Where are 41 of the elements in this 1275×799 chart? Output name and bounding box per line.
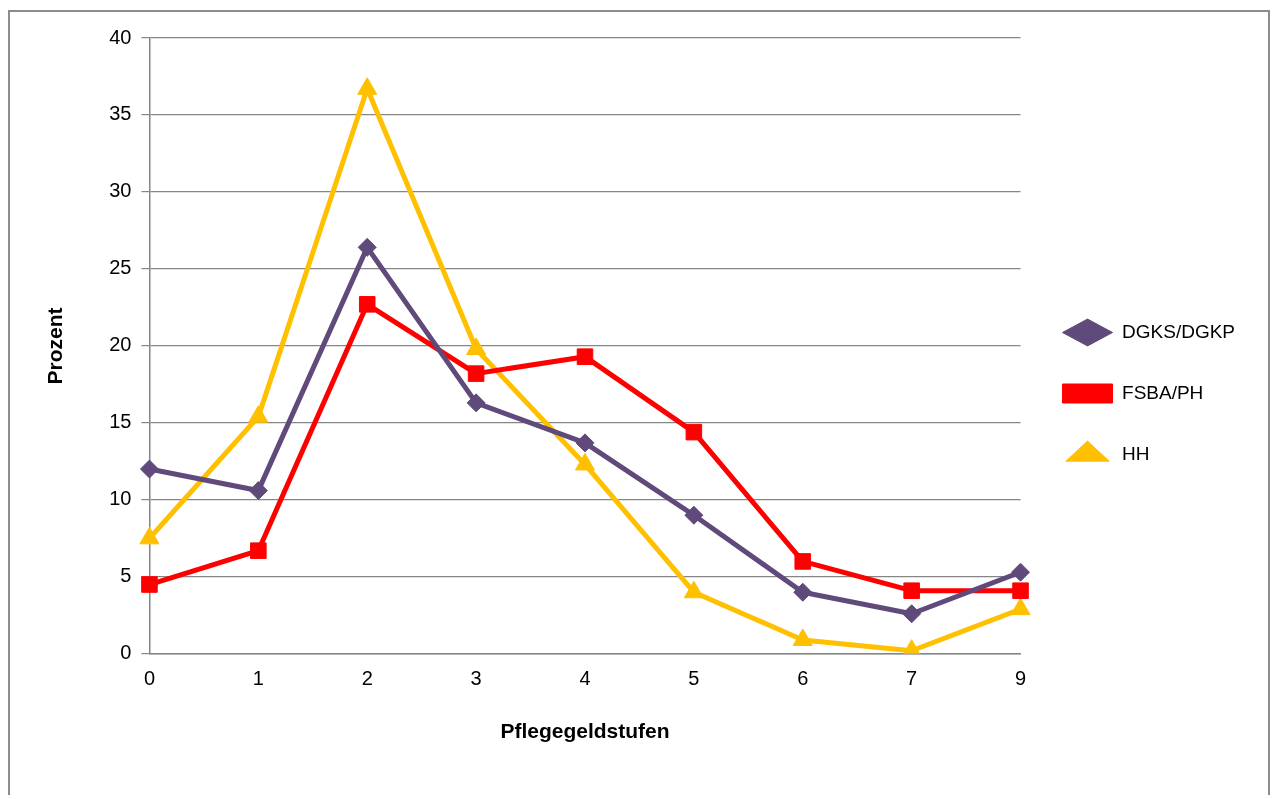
legend-label: FSBA/PH [1122, 381, 1204, 403]
point [685, 423, 703, 441]
point [248, 481, 268, 501]
point [684, 505, 704, 525]
legend-label: HH [1122, 442, 1150, 464]
point [1011, 562, 1031, 582]
y-tick-label: 35 [109, 102, 132, 125]
legend-label: DGKS/DGKP [1122, 320, 1236, 342]
x-tick-label: 7 [906, 667, 918, 690]
y-axis-title: Prozent [43, 307, 67, 385]
point [467, 365, 485, 382]
x-tick-label: 6 [797, 667, 809, 690]
point [466, 393, 486, 413]
x-tick-label: 0 [143, 667, 156, 690]
point [793, 582, 813, 602]
point [902, 604, 922, 624]
x-tick-label: 1 [252, 667, 264, 690]
point [794, 553, 812, 570]
y-tick-label: 20 [109, 333, 132, 356]
y-tick-label: 5 [120, 564, 132, 587]
point [903, 582, 920, 599]
y-tick-label: 15 [109, 410, 132, 433]
y-tick-label: 30 [109, 179, 132, 202]
x-tick-label: 5 [688, 667, 700, 690]
point [1012, 582, 1029, 599]
point [357, 237, 377, 257]
point [358, 296, 376, 313]
point [250, 542, 267, 559]
y-tick-label: 25 [109, 256, 132, 279]
point [141, 576, 158, 593]
point [576, 348, 594, 365]
point [575, 433, 595, 453]
y-tick-label: 10 [109, 487, 132, 510]
x-axis-title: Pflegegeldstufen [500, 719, 670, 743]
x-tick-label: 4 [579, 667, 591, 690]
x-tick-label: 3 [470, 667, 482, 690]
point [139, 459, 159, 479]
x-tick-label: 2 [361, 667, 373, 690]
y-tick-label: 40 [109, 25, 132, 48]
y-tick-label: 0 [120, 641, 132, 664]
x-tick-label: 9 [1014, 667, 1027, 690]
